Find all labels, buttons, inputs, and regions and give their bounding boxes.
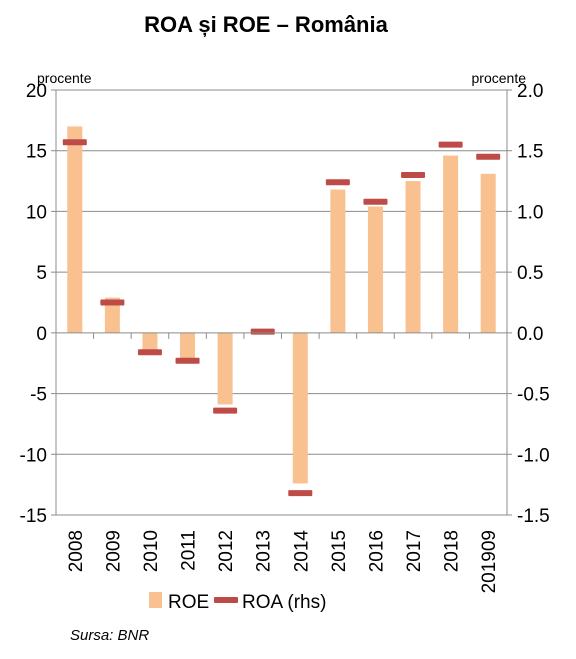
right-tick-label: 2.0 [517,81,543,102]
right-tick-label: 0.0 [517,324,543,345]
roa-marker-2017 [401,172,426,178]
roe-bar-2012 [217,332,233,405]
roa-marker-2018 [438,141,463,148]
roa-markers [62,139,501,497]
x-tick-label: 2018 [442,530,463,572]
left-axis-unit: procente [37,70,92,86]
roe-bars [67,126,496,484]
right-y-axis-ticks: 2.0 1.5 1.0 0.5 0.0 -0.5 -1.0 -1.5 [517,81,550,527]
left-y-axis-ticks: 20 15 10 5 0 -5 -10 -15 [20,81,47,527]
left-tick-label: -10 [20,445,47,466]
x-tick-label: 2015 [329,530,350,572]
gridlines [56,89,507,516]
left-tick-label: -5 [30,385,47,406]
roa-marker-201909 [476,153,501,160]
right-tick-label: -0.5 [517,385,550,406]
roa-marker-2010 [137,349,162,356]
legend-roe-label: ROE [168,592,209,613]
left-tick-label: 15 [26,142,47,163]
right-tick-label: -1.0 [517,445,550,466]
roa-marker-2011 [175,357,200,364]
x-tick-label: 2013 [254,530,275,572]
x-tick-label: 2008 [66,530,87,572]
legend: ROE ROA (rhs) [149,592,326,613]
right-axis-unit: procente [472,70,527,86]
roa-marker-2016 [363,198,388,205]
axes [51,89,512,516]
right-tick-label: 0.5 [517,263,543,284]
roe-bar-2010 [142,332,158,352]
x-tick-label: 2017 [404,530,425,572]
legend-roa-label: ROA (rhs) [242,592,326,613]
left-tick-label: 0 [36,324,47,345]
roa-marker-2015 [325,179,350,186]
roa-marker-2008 [62,139,87,146]
roa-marker-2014 [288,490,313,497]
left-tick-label: 20 [26,81,47,102]
source-note: Sursa: BNR [70,627,149,644]
roa-marker-2013 [250,328,275,335]
x-axis-ticks: 2008 2009 2010 2011 2012 2013 2014 2015 2016 2017… [66,530,500,594]
x-tick-label: 2011 [179,530,200,571]
chart-title: ROA și ROE – România [144,12,388,37]
roe-bar-2014 [292,332,308,484]
right-tick-label: 1.0 [517,202,543,223]
roa-marker-2009 [100,299,125,306]
roe-bar-2011 [180,332,196,359]
x-tick-label: 2010 [141,530,162,572]
roe-bar-2016 [367,206,383,333]
x-tick-label: 2009 [103,530,124,572]
x-tick-label: 2016 [366,530,387,572]
roe-bar-2018 [443,155,459,333]
right-tick-label: -1.5 [517,506,550,527]
right-tick-label: 1.5 [517,142,543,163]
left-tick-label: 5 [36,263,47,284]
roe-bar-2008 [67,126,83,333]
legend-roa-swatch [214,597,238,603]
roe-bar-201909 [480,173,496,333]
left-tick-label: -15 [20,506,47,527]
legend-roe-swatch [149,592,162,608]
x-tick-label: 2012 [216,530,237,572]
roa-marker-2012 [213,407,238,414]
left-tick-label: 10 [26,202,47,223]
x-tick-label: 2014 [291,530,312,573]
roe-bar-2017 [405,181,421,333]
roe-bar-2009 [104,297,120,333]
x-tick-label: 201909 [479,530,500,593]
roe-bar-2015 [330,189,346,333]
